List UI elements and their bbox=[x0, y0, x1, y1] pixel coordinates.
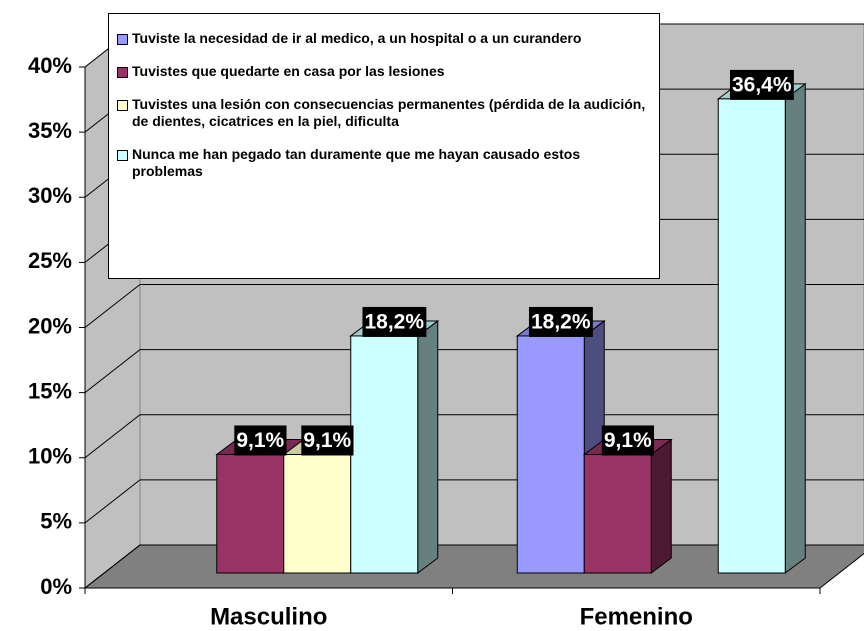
grid-line bbox=[84, 284, 864, 328]
data-label: 18,2% bbox=[362, 306, 427, 337]
data-label-text: 36,4% bbox=[732, 73, 792, 96]
y-tick-label: 40% bbox=[28, 53, 72, 78]
legend-swatch bbox=[117, 67, 128, 78]
y-tick-label: 30% bbox=[28, 183, 72, 208]
data-label-text: 9,1% bbox=[604, 429, 652, 452]
legend-swatch bbox=[117, 34, 128, 45]
data-label-text: 18,2% bbox=[364, 310, 424, 333]
data-label: 9,1% bbox=[301, 425, 354, 456]
data-label-text: 9,1% bbox=[303, 429, 351, 452]
y-tick-label: 10% bbox=[28, 444, 72, 469]
grid-line bbox=[84, 414, 864, 459]
y-tick-label: 20% bbox=[28, 313, 72, 338]
legend-swatch bbox=[117, 100, 128, 111]
y-tick-label: 35% bbox=[28, 118, 72, 143]
bar bbox=[717, 98, 786, 574]
data-label: 18,2% bbox=[528, 306, 593, 337]
bar bbox=[516, 335, 585, 574]
data-label: 9,1% bbox=[601, 425, 655, 456]
legend-swatch bbox=[117, 150, 128, 161]
legend-item: Tuviste la necesidad de ir al medico, a … bbox=[117, 30, 651, 47]
bar-side bbox=[650, 438, 672, 574]
bar-side bbox=[417, 319, 439, 574]
data-label-text: 9,1% bbox=[236, 429, 284, 452]
x-tick-label: Masculino bbox=[210, 603, 327, 630]
data-label-bg bbox=[528, 306, 593, 337]
legend-item: Tuvistes una lesión con consecuencias pe… bbox=[117, 96, 651, 130]
bar bbox=[583, 453, 652, 574]
data-label: 9,1% bbox=[234, 425, 287, 456]
legend-label: Tuvistes una lesión con consecuencias pe… bbox=[132, 96, 646, 129]
data-label-bg bbox=[234, 425, 287, 456]
legend-item: Tuvistes que quedarte en casa por las le… bbox=[117, 63, 651, 80]
y-tick-label: 15% bbox=[28, 378, 72, 403]
y-tick-label: 5% bbox=[40, 509, 72, 534]
grid-line bbox=[84, 349, 864, 394]
data-label-bg bbox=[362, 306, 427, 337]
y-tick-label: 25% bbox=[28, 248, 72, 273]
bar bbox=[350, 335, 419, 574]
data-label-text: 18,2% bbox=[531, 310, 591, 333]
bar bbox=[283, 453, 352, 574]
data-label-bg bbox=[601, 425, 655, 456]
legend-label: Tuviste la necesidad de ir al medico, a … bbox=[132, 30, 582, 46]
legend: Tuviste la necesidad de ir al medico, a … bbox=[108, 13, 660, 279]
data-label-bg bbox=[729, 69, 794, 100]
legend-label: Tuvistes que quedarte en casa por las le… bbox=[132, 63, 445, 79]
x-tick-label: Femenino bbox=[580, 603, 693, 630]
data-label: 36,4% bbox=[729, 69, 794, 100]
legend-item: Nunca me han pegado tan duramente que me… bbox=[117, 146, 651, 180]
bar-side bbox=[784, 82, 806, 574]
data-label-bg bbox=[301, 425, 354, 456]
y-tick-label: 0% bbox=[40, 574, 72, 599]
legend-label: Nunca me han pegado tan duramente que me… bbox=[132, 146, 581, 179]
bar bbox=[216, 453, 285, 574]
